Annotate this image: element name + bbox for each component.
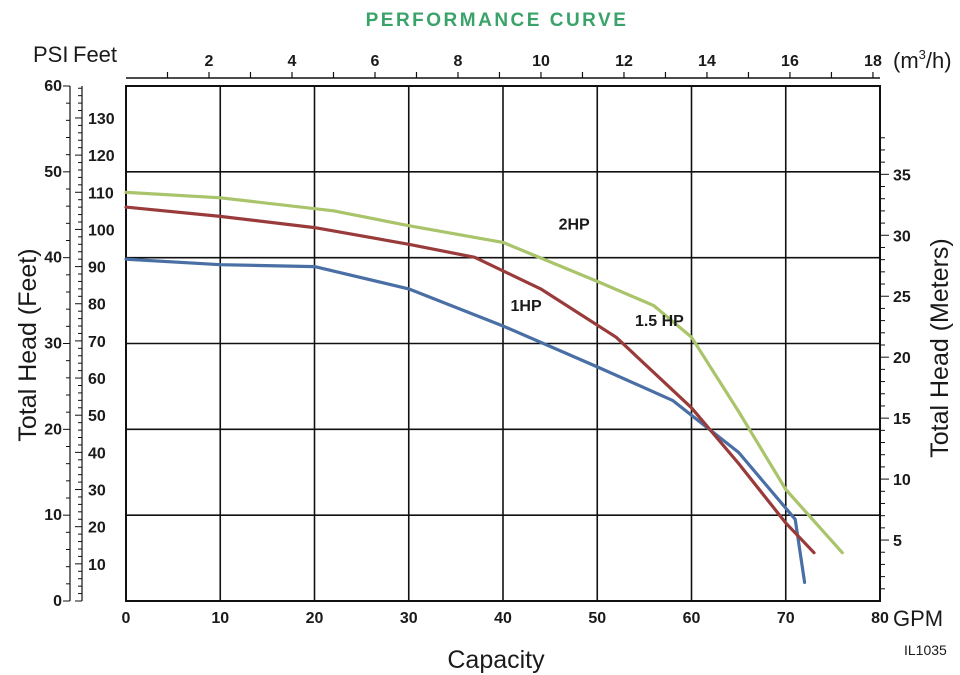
psi-tick-label-2: 20 — [44, 421, 62, 438]
top-tick-label-5: 12 — [615, 53, 633, 70]
meters-tick-label-2: 15 — [893, 411, 911, 428]
psi-tick-label-3: 30 — [44, 336, 62, 353]
x-axis-unit: GPM — [893, 606, 943, 631]
meters-tick-label-3: 20 — [893, 350, 911, 367]
feet-tick-label-0: 10 — [88, 557, 106, 574]
feet-tick-label-5: 60 — [88, 371, 106, 388]
top-axis-unit: (m3/h) — [893, 47, 952, 73]
x-tick-label-8: 80 — [871, 610, 889, 627]
series-labels: 1HP 1.5 HP 2HP — [511, 216, 685, 330]
feet-tick-label-2: 30 — [88, 483, 106, 500]
x-tick-label-0: 0 — [122, 610, 131, 627]
feet-tick-label-11: 120 — [88, 148, 115, 165]
meters-tick-label-6: 35 — [893, 167, 911, 184]
figure-code: IL1035 — [904, 642, 947, 658]
psi-tick-label-6: 60 — [44, 78, 62, 95]
feet-tick-label-10: 110 — [88, 185, 114, 202]
series-label-0: 1HP — [511, 298, 542, 315]
feet-tick-label-7: 80 — [88, 297, 106, 314]
psi-tick-label-1: 10 — [44, 507, 62, 524]
meters-tick-label-1: 10 — [893, 472, 911, 489]
y-axis-right-label: Total Head (Meters) — [926, 238, 954, 458]
x-tick-label-3: 30 — [400, 610, 418, 627]
x-tick-label-6: 60 — [683, 610, 701, 627]
top-tick-label-8: 18 — [864, 53, 882, 70]
x-tick-label-7: 70 — [777, 610, 795, 627]
feet-tick-label-12: 130 — [88, 111, 115, 128]
meters-tick-label-4: 25 — [893, 289, 911, 306]
psi-tick-label-0: 0 — [53, 593, 62, 610]
top-tick-label-4: 10 — [532, 53, 550, 70]
psi-header: PSI — [33, 42, 68, 67]
x-axis-label: Capacity — [447, 646, 545, 674]
x-tick-label-2: 20 — [306, 610, 324, 627]
series-lines — [124, 190, 844, 584]
feet-tick-label-8: 90 — [88, 260, 106, 277]
series-line-0 — [124, 257, 807, 584]
top-tick-label-7: 16 — [781, 53, 799, 70]
feet-tick-label-9: 100 — [88, 222, 115, 239]
feet-tick-label-4: 50 — [88, 408, 106, 425]
feet-tick-label-1: 20 — [88, 520, 106, 537]
series-line-1 — [124, 205, 816, 555]
series-line-2 — [124, 190, 844, 555]
chart-title: PERFORMANCE CURVE — [366, 10, 629, 31]
y-axis-left-label: Total Head (Feet) — [14, 248, 42, 441]
feet-tick-label-3: 40 — [88, 445, 106, 462]
top-tick-label-1: 4 — [288, 53, 297, 70]
x-tick-label-1: 10 — [211, 610, 229, 627]
meters-tick-label-5: 30 — [893, 228, 911, 245]
grid — [125, 85, 881, 602]
feet-tick-label-6: 70 — [88, 334, 106, 351]
x-tick-label-5: 50 — [588, 610, 606, 627]
series-label-2: 2HP — [559, 216, 590, 233]
axis-ticks: 0 10 20 30 40 50 60 70 80 2 4 6 8 10 12 14 16 18 0 10 20 30 40… — [44, 53, 911, 627]
top-tick-label-3: 8 — [454, 53, 463, 70]
psi-tick-label-4: 40 — [44, 250, 62, 267]
x-tick-label-4: 40 — [494, 610, 512, 627]
top-tick-label-6: 14 — [698, 53, 716, 70]
psi-tick-label-5: 50 — [44, 164, 62, 181]
top-tick-label-0: 2 — [205, 53, 214, 70]
feet-header: Feet — [73, 42, 117, 67]
series-label-1: 1.5 HP — [635, 313, 684, 330]
meters-tick-label-0: 5 — [893, 533, 902, 550]
top-tick-label-2: 6 — [371, 53, 380, 70]
